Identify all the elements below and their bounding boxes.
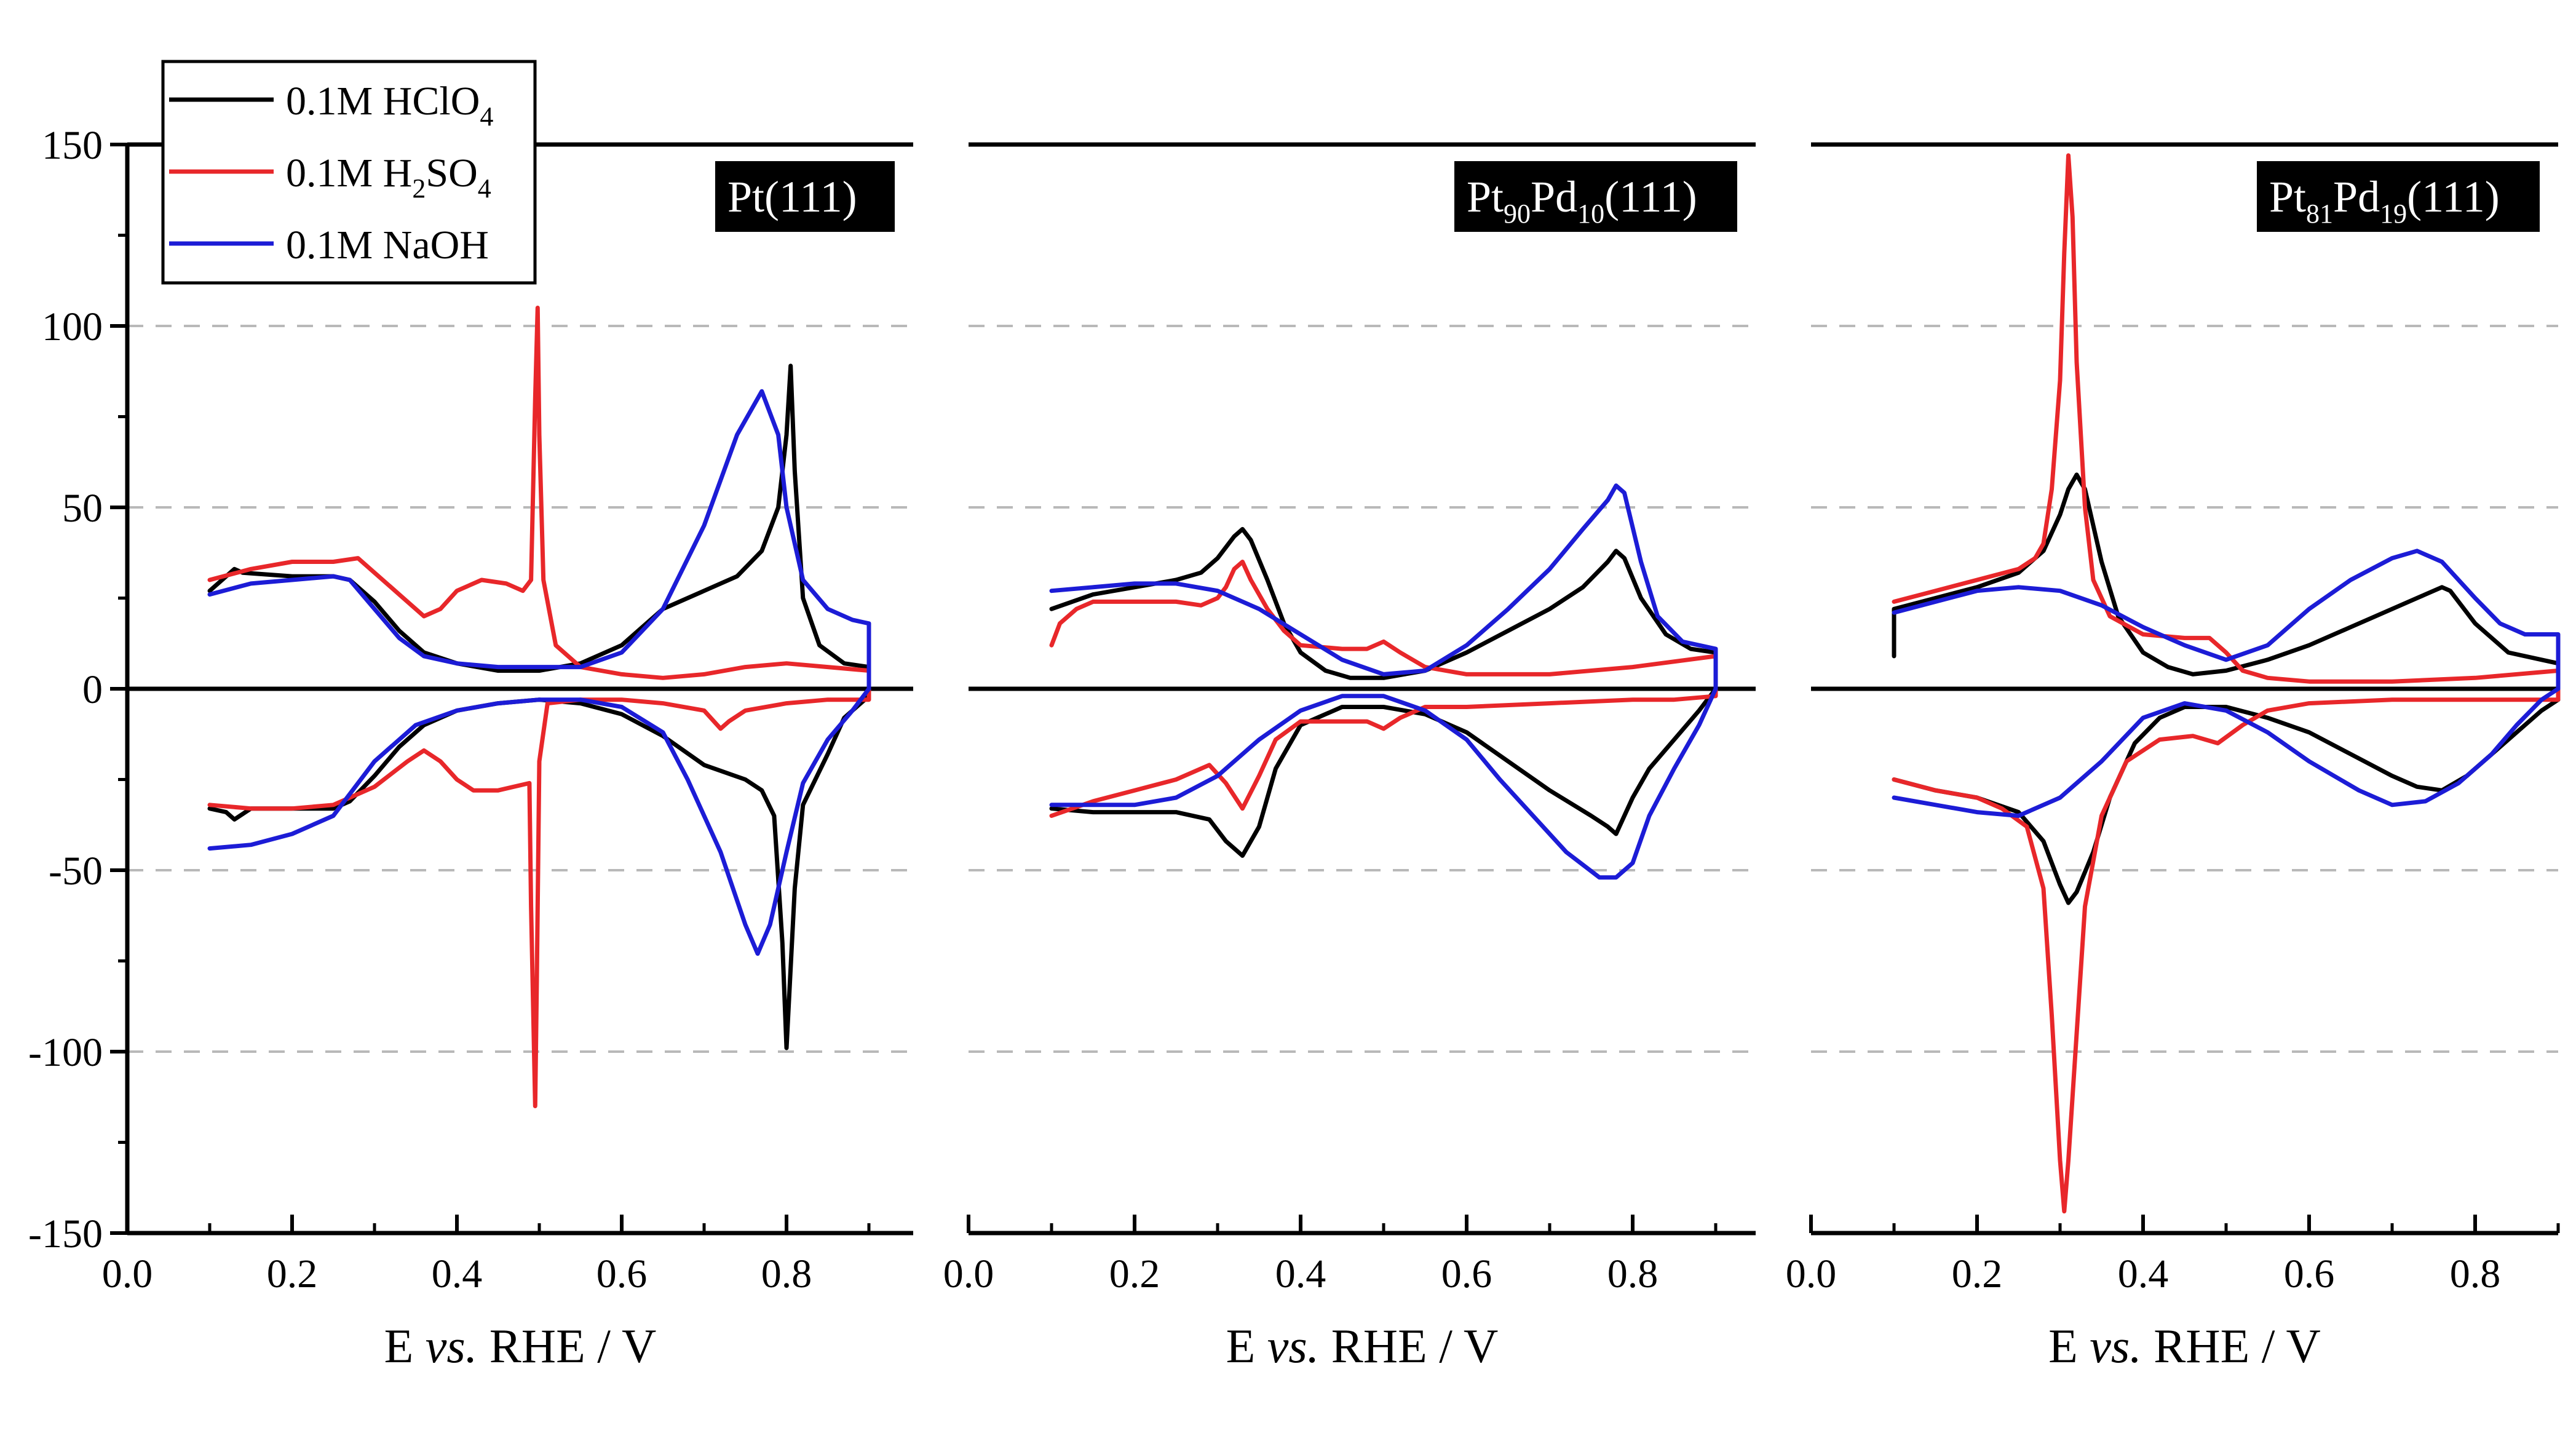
y-tick-label: 100 [42, 304, 103, 349]
x-tick-label: 0.4 [432, 1252, 483, 1296]
panel-label-text: Pt90Pd10(111) [1467, 172, 1697, 229]
x-axis-title: E vs. RHE / V [384, 1319, 657, 1373]
panel-label-subscript: 10 [1577, 199, 1604, 229]
x-tick-label: 0.0 [102, 1252, 153, 1296]
panel-label-text: Pt(111) [727, 172, 857, 221]
legend-label-subscript: 4 [480, 101, 493, 132]
panel-label-main: (111) [2407, 172, 2500, 221]
series-line-2 [1892, 153, 2561, 1214]
legend-label: 0.1M H2SO4 [286, 151, 491, 204]
y-tick-label: -50 [49, 849, 103, 894]
legend-label-main: 0.1M H [286, 151, 412, 196]
panel-label: Pt90Pd10(111) [1454, 161, 1737, 232]
panel-label-text: Pt81Pd19(111) [2269, 172, 2500, 229]
panel-label-main: Pd [1531, 172, 1577, 221]
series-line-3 [1892, 549, 2561, 818]
legend-label: 0.1M NaOH [286, 223, 489, 268]
x-tick-label: 0.0 [943, 1252, 994, 1296]
panel-label-main: (111) [1604, 172, 1697, 221]
x-tick-label: 0.8 [761, 1252, 812, 1296]
series-line-2 [1049, 560, 1718, 818]
panel-label-subscript: 81 [2306, 199, 2333, 229]
x-axis-title-post: RHE / V [2142, 1319, 2321, 1373]
x-tick-label: 0.2 [1952, 1252, 2003, 1296]
panel-label-main: Pd [2333, 172, 2380, 221]
panel-label-main: Pt [2269, 172, 2306, 221]
x-tick-label: 0.4 [2118, 1252, 2169, 1296]
x-axis-title-italic: vs. [2090, 1319, 2141, 1373]
x-axis-title-italic: vs. [426, 1319, 477, 1373]
x-tick-label: 0.0 [1786, 1252, 1837, 1296]
x-axis-title-pre: E [384, 1319, 426, 1373]
panel-label-subscript: 90 [1504, 199, 1531, 229]
x-tick-label: 0.2 [267, 1252, 318, 1296]
legend-label-main: 0.1M HClO [286, 79, 480, 124]
x-axis-title-pre: E [1226, 1319, 1267, 1373]
series-line-3 [207, 389, 871, 956]
x-tick-label: 0.6 [1441, 1252, 1492, 1296]
panel-label-subscript: 19 [2380, 199, 2407, 229]
panel-label-main: Pt [1467, 172, 1504, 221]
y-tick-label: -150 [28, 1212, 103, 1256]
y-tick-label: -100 [28, 1030, 103, 1075]
x-axis-title-italic: vs. [1267, 1319, 1319, 1373]
y-tick-label: 0 [82, 667, 103, 712]
panel-2: 0.0 0.2 0.4 0.6 0.8 E vs. RHE / V Pt90Pd10(111… [943, 142, 1756, 1373]
x-axis-title-pre: E [2048, 1319, 2090, 1373]
x-tick-label: 0.8 [1607, 1252, 1659, 1296]
panel-label: Pt81Pd19(111) [2257, 161, 2540, 232]
panel-label-box [1454, 161, 1737, 232]
panel-label: Pt(111) [715, 161, 895, 232]
x-axis-title: E vs. RHE / V [2048, 1319, 2321, 1373]
y-tick-label: 50 [62, 486, 103, 531]
legend-label-main: SO [426, 151, 477, 196]
panel-label-box [2257, 161, 2540, 232]
panel-3: 0.0 0.2 0.4 0.6 0.8 E vs. RHE / V Pt81Pd19(111… [1786, 142, 2561, 1373]
legend-label-subscript: 4 [478, 173, 491, 204]
legend-label: 0.1M HClO4 [286, 79, 493, 132]
x-axis-title-post: RHE / V [1319, 1319, 1498, 1373]
y-tick-label: 150 [42, 123, 103, 168]
series-line-2 [207, 306, 871, 1108]
series-line-3 [1049, 483, 1718, 880]
x-tick-label: 0.6 [2284, 1252, 2335, 1296]
panel-label-main: Pt(111) [727, 172, 857, 221]
panel-label-box [715, 161, 895, 232]
x-tick-label: 0.6 [596, 1252, 648, 1296]
x-tick-label: 0.8 [2450, 1252, 2501, 1296]
x-axis-title: E vs. RHE / V [1226, 1319, 1499, 1373]
series-line-1 [1049, 526, 1718, 858]
x-axis-title-post: RHE / V [477, 1319, 656, 1373]
legend-label-main: 0.1M NaOH [286, 223, 489, 268]
x-tick-label: 0.2 [1109, 1252, 1160, 1296]
x-tick-label: 0.4 [1275, 1252, 1326, 1296]
legend-label-subscript: 2 [412, 173, 426, 204]
